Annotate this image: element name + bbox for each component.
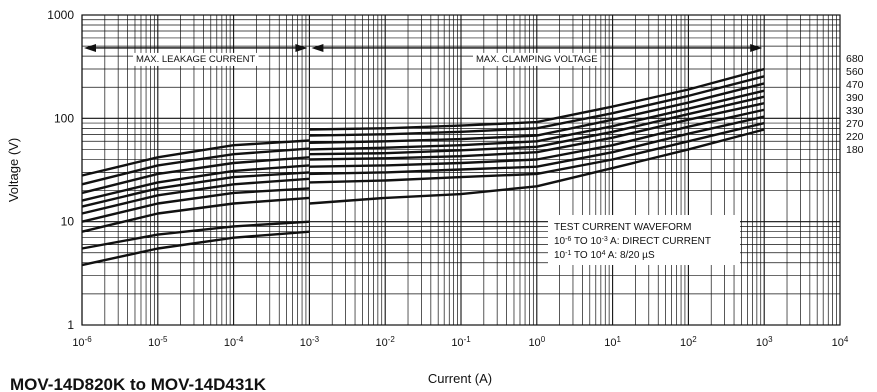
y-tick-label: 100 bbox=[54, 111, 74, 125]
figure-caption: MOV-14D820K to MOV-14D431K bbox=[10, 375, 267, 392]
labels: 1 10 100 1000 10-6 10-5 10-4 10-3 10-2 10-1 100 101… bbox=[6, 8, 864, 392]
leakage-curve bbox=[81, 230, 310, 267]
clamping-curve-470 bbox=[309, 82, 765, 144]
leakage-curve-680 bbox=[81, 139, 310, 177]
leakage-curve-270 bbox=[81, 177, 310, 215]
x-tick-label: 100 bbox=[528, 335, 545, 350]
y-tick-label: 1 bbox=[67, 318, 74, 332]
arrow-right-icon bbox=[750, 43, 763, 52]
x-tick-label: 10-2 bbox=[376, 335, 396, 350]
arrow-left-icon bbox=[84, 43, 96, 52]
clamping-curve-560 bbox=[309, 75, 765, 137]
max-clamping-voltage-label: MAX. CLAMPING VOLTAGE bbox=[476, 54, 598, 65]
curves bbox=[81, 67, 765, 267]
region-label-background bbox=[473, 52, 601, 66]
x-tick-label: 103 bbox=[756, 335, 773, 350]
leakage-curve-220 bbox=[81, 187, 310, 223]
annotation-box bbox=[548, 215, 740, 265]
x-tick-label: 104 bbox=[832, 335, 849, 350]
annotation-line: 10-1 TO 104 A: 8/20 µS bbox=[554, 250, 655, 262]
series-label-220: 220 bbox=[846, 131, 864, 143]
clamping-curve-270 bbox=[309, 102, 765, 161]
series-label-180: 180 bbox=[846, 144, 864, 156]
x-tick-label: 10-6 bbox=[72, 335, 92, 350]
annotation-line: 10-6 TO 10-3 A: DIRECT CURRENT bbox=[554, 236, 711, 248]
test-waveform-note: TEST CURRENT WAVEFORM 10-6 TO 10-3 A: DIR… bbox=[548, 215, 740, 265]
x-tick-label: 10-3 bbox=[300, 335, 320, 350]
clamping-curve-330 bbox=[309, 95, 765, 156]
series-label-560: 560 bbox=[846, 66, 864, 78]
series-label-680: 680 bbox=[846, 53, 864, 65]
clamping-curve bbox=[309, 128, 765, 205]
region-label-background bbox=[133, 52, 259, 66]
x-tick-label: 10-4 bbox=[224, 335, 244, 350]
leakage-curve-470 bbox=[81, 156, 310, 195]
series-label-270: 270 bbox=[846, 118, 864, 130]
leakage-curve-390 bbox=[81, 164, 310, 202]
series-label-390: 390 bbox=[846, 92, 864, 104]
annotation-line: TEST CURRENT WAVEFORM bbox=[554, 222, 691, 233]
y-axis-title: Voltage (V) bbox=[6, 138, 21, 202]
x-tick-label: 101 bbox=[604, 335, 621, 350]
plot-frame bbox=[81, 14, 841, 326]
region-arrows: MAX. LEAKAGE CURRENT MAX. CLAMPING VOLTAG… bbox=[84, 43, 763, 66]
arrow-right-icon bbox=[295, 43, 308, 52]
max-leakage-current-label: MAX. LEAKAGE CURRENT bbox=[136, 54, 255, 65]
x-tick-label: 10-1 bbox=[451, 335, 471, 350]
arrow-left-icon bbox=[311, 43, 324, 52]
clamping-curve-220 bbox=[309, 108, 765, 168]
grid bbox=[81, 15, 840, 326]
y-tick-label: 10 bbox=[61, 215, 75, 229]
x-tick-label: 10-5 bbox=[148, 335, 168, 350]
clamping-curve bbox=[309, 121, 765, 184]
clamping-curve-180 bbox=[309, 115, 765, 176]
series-label-470: 470 bbox=[846, 79, 864, 91]
series-label-330: 330 bbox=[846, 105, 864, 117]
plot-border bbox=[81, 14, 841, 326]
leakage-curve-560 bbox=[81, 147, 310, 186]
y-tick-label: 1000 bbox=[47, 8, 74, 22]
clamping-curve-390 bbox=[309, 89, 765, 151]
x-axis-title: Current (A) bbox=[428, 371, 492, 386]
leakage-curve-330 bbox=[81, 171, 310, 208]
clamping-curve-680 bbox=[309, 67, 765, 131]
leakage-curve bbox=[81, 220, 310, 250]
leakage-curve-180 bbox=[81, 196, 310, 233]
x-tick-label: 102 bbox=[680, 335, 697, 350]
